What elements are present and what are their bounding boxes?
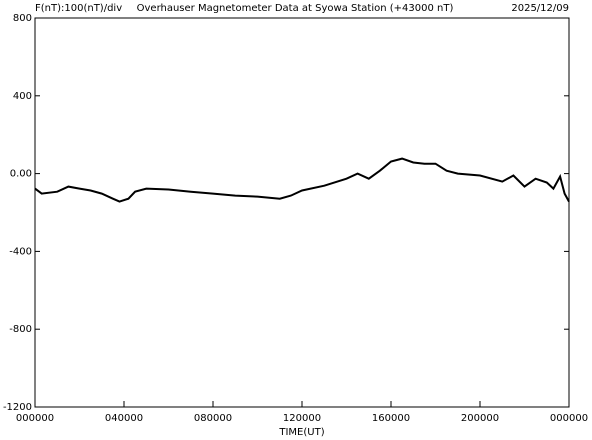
x-tick-label: 160000 xyxy=(372,413,410,424)
y-tick-label: -1200 xyxy=(3,402,32,413)
x-tick-label: 000000 xyxy=(16,413,54,424)
x-tick-label: 000000 xyxy=(550,413,588,424)
chart-title: Overhauser Magnetometer Data at Syowa St… xyxy=(137,3,454,14)
y-tick-label: 0.00 xyxy=(10,169,32,180)
plot-frame xyxy=(34,17,570,408)
date-label: 2025/12/09 xyxy=(511,3,569,14)
x-tick-label: 040000 xyxy=(105,413,143,424)
scale-label: F(nT):100(nT)/div xyxy=(35,3,122,14)
y-tick-label: -800 xyxy=(9,324,32,335)
x-tick-label: 120000 xyxy=(283,413,321,424)
x-tick-label: 080000 xyxy=(194,413,232,424)
data-line xyxy=(34,157,570,203)
x-tick-label: 200000 xyxy=(461,413,499,424)
x-axis-label: TIME(UT) xyxy=(278,427,324,438)
y-tick-label: 400 xyxy=(13,91,32,102)
y-tick-label: 800 xyxy=(13,13,32,24)
y-tick-label: -400 xyxy=(9,246,32,257)
